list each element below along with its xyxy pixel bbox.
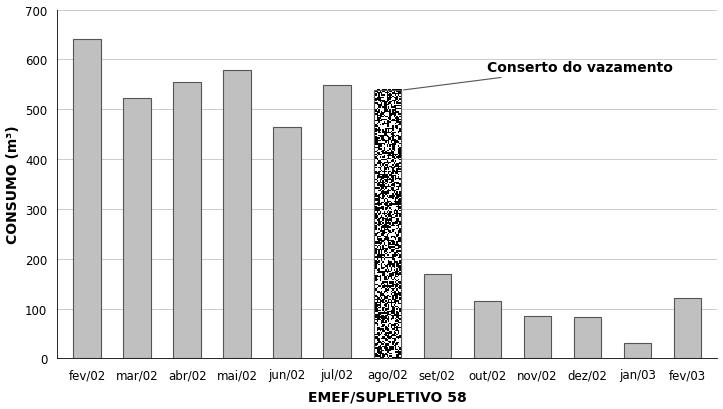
Bar bbox=[223, 71, 251, 359]
Bar bbox=[124, 99, 151, 359]
Bar bbox=[273, 127, 301, 359]
Bar bbox=[73, 40, 100, 359]
Bar bbox=[474, 301, 501, 359]
Bar bbox=[624, 344, 651, 359]
Bar bbox=[523, 316, 551, 359]
Y-axis label: CONSUMO (m³): CONSUMO (m³) bbox=[6, 125, 20, 244]
Bar bbox=[374, 91, 401, 359]
Bar bbox=[674, 298, 701, 359]
Text: Conserto do vazamento: Conserto do vazamento bbox=[403, 61, 673, 91]
X-axis label: EMEF/SUPLETIVO 58: EMEF/SUPLETIVO 58 bbox=[308, 389, 466, 403]
Bar bbox=[573, 317, 601, 359]
Bar bbox=[374, 91, 401, 359]
Bar bbox=[174, 83, 201, 359]
Bar bbox=[323, 85, 351, 359]
Bar bbox=[424, 274, 451, 359]
